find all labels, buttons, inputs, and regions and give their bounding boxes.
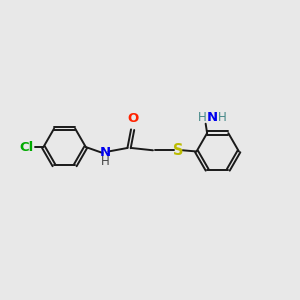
Text: N: N: [99, 146, 110, 159]
Text: H: H: [218, 111, 227, 124]
Text: O: O: [127, 112, 138, 125]
Text: N: N: [207, 111, 218, 124]
Text: H: H: [197, 111, 206, 124]
Text: S: S: [173, 143, 184, 158]
Text: Cl: Cl: [20, 141, 34, 154]
Text: H: H: [100, 155, 109, 168]
